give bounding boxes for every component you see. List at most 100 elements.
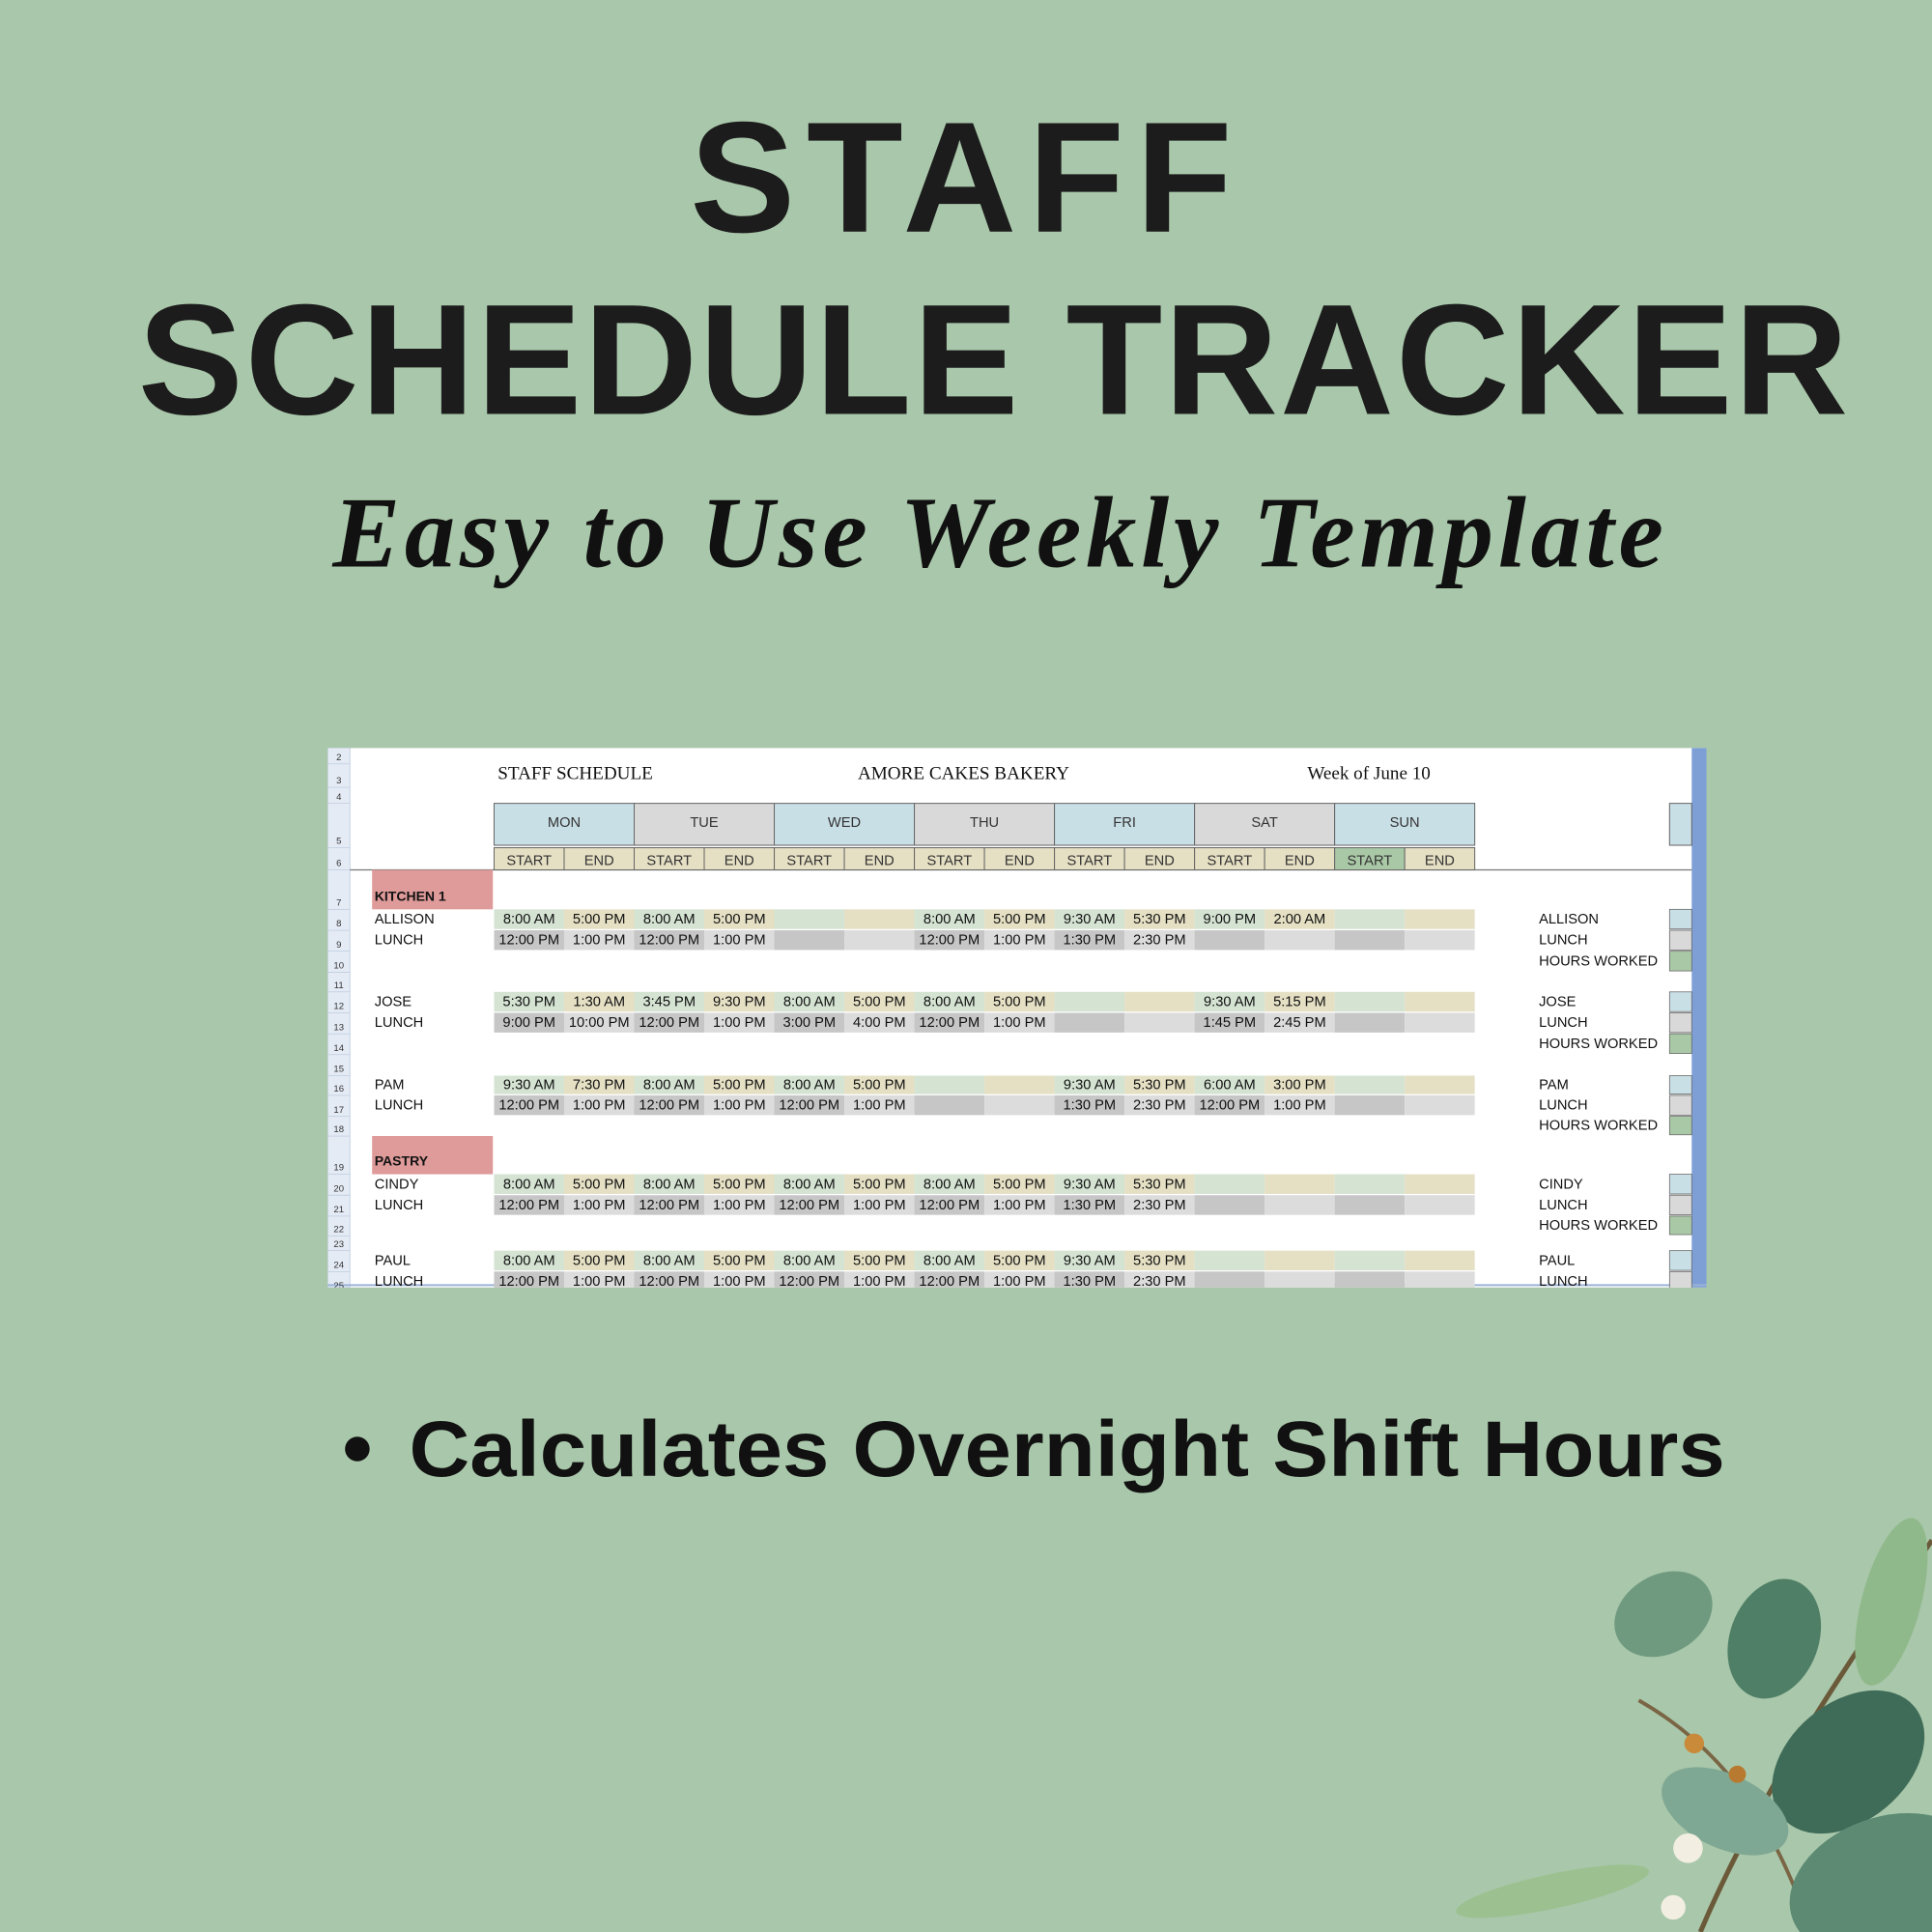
end-cell — [984, 1012, 1055, 1033]
bullet — [345, 1436, 370, 1462]
row-number: 6 — [336, 859, 341, 869]
end-cell — [704, 1174, 775, 1194]
end-cell — [563, 930, 635, 951]
end-time: 5:30 PM — [1133, 1177, 1186, 1192]
scrollbar — [1691, 748, 1707, 1288]
start-cell — [634, 1012, 705, 1033]
start-cell — [774, 1075, 845, 1094]
end-cell — [844, 1094, 915, 1116]
start-time: 12:00 PM — [639, 1274, 699, 1290]
end-cell — [1264, 1174, 1335, 1194]
start-cell — [1054, 1012, 1125, 1033]
start-label: START — [786, 853, 832, 868]
leaf — [1662, 1767, 1789, 1856]
end-time: 5:00 PM — [993, 995, 1046, 1010]
row-number: 5 — [336, 837, 341, 847]
summary-box — [1668, 1033, 1692, 1054]
leaf — [1456, 1864, 1650, 1918]
day-header — [493, 803, 636, 846]
summary-box — [1668, 1116, 1692, 1136]
row-number: 23 — [333, 1239, 344, 1250]
end-cell — [704, 1012, 775, 1033]
end-cell — [704, 1075, 775, 1094]
start-cell — [914, 1174, 985, 1194]
start-label: START — [1348, 853, 1393, 868]
end-cell — [984, 909, 1055, 929]
start-time: 9:30 AM — [1064, 1078, 1116, 1094]
subtitle: Easy to Use Weekly Template — [331, 477, 1663, 589]
leaf — [1727, 1578, 1822, 1699]
start-cell — [494, 1195, 564, 1215]
end-time: 3:00 PM — [1273, 1078, 1326, 1094]
start-cell — [494, 1250, 564, 1271]
summary-box — [1668, 1012, 1692, 1034]
start-cell — [494, 1094, 564, 1116]
start-cell — [1054, 1075, 1125, 1094]
leaf — [1789, 1812, 1932, 1932]
end-cell — [1405, 930, 1475, 951]
start-time: 12:00 PM — [498, 1274, 559, 1290]
end-time: 5:00 PM — [713, 1177, 766, 1192]
start-time: 12:00 PM — [498, 933, 559, 949]
start-time: 12:00 PM — [639, 1015, 699, 1031]
summary-hours: HOURS WORKED — [1539, 1037, 1658, 1052]
start-time: 8:00 AM — [503, 1177, 555, 1192]
start-cell — [1054, 991, 1125, 1012]
end-cell — [984, 1075, 1055, 1094]
row-number: 20 — [333, 1183, 344, 1194]
summary-name: ALLISON — [1539, 912, 1599, 927]
end-cell — [844, 1075, 915, 1094]
start-cell — [1194, 930, 1265, 951]
end-cell — [1264, 1271, 1335, 1288]
row-number: 7 — [336, 897, 341, 908]
start-cell — [774, 1094, 845, 1116]
end-cell — [704, 930, 775, 951]
start-time: 8:00 AM — [503, 1253, 555, 1268]
section-header — [372, 1136, 494, 1175]
end-cell — [563, 1195, 635, 1215]
end-cell — [984, 1094, 1055, 1116]
end-cell — [704, 1250, 775, 1271]
start-cell — [1334, 1012, 1406, 1033]
day-header — [774, 803, 916, 846]
start-cell — [1194, 1094, 1265, 1116]
start-cell — [774, 1195, 845, 1215]
day-label: MON — [548, 815, 581, 831]
start-time: 8:00 AM — [923, 1177, 976, 1192]
start-cell — [1334, 1075, 1406, 1094]
start-cell — [1054, 930, 1125, 951]
end-cell — [844, 909, 915, 929]
row-number: 21 — [333, 1205, 344, 1215]
end-header — [1404, 847, 1476, 871]
end-cell — [704, 909, 775, 929]
summary-lunch: LUNCH — [1539, 933, 1588, 949]
row-number: 4 — [336, 792, 342, 803]
end-label: END — [1005, 853, 1035, 868]
end-cell — [984, 1271, 1055, 1288]
leaf — [1855, 1518, 1928, 1686]
end-time: 5:00 PM — [993, 912, 1046, 927]
end-time: 2:00 AM — [1273, 912, 1325, 927]
start-cell — [1054, 1195, 1125, 1215]
end-time: 1:00 PM — [573, 1274, 626, 1290]
end-label: END — [1425, 853, 1455, 868]
day-header — [1054, 803, 1196, 846]
flower — [1673, 1833, 1703, 1863]
start-time: 12:00 PM — [779, 1274, 839, 1290]
row-number: 13 — [333, 1022, 344, 1033]
end-cell — [1264, 1094, 1335, 1116]
start-cell — [774, 930, 845, 951]
start-cell — [1054, 1271, 1125, 1288]
end-time: 1:00 PM — [993, 933, 1046, 949]
end-cell — [1405, 1094, 1475, 1116]
lunch-label: LUNCH — [375, 933, 424, 949]
end-cell — [1264, 909, 1335, 929]
end-cell — [1124, 909, 1195, 929]
start-time: 1:30 PM — [1064, 933, 1117, 949]
start-time: 12:00 PM — [779, 1198, 839, 1213]
start-time: 9:00 PM — [1204, 912, 1257, 927]
end-cell — [563, 1250, 635, 1271]
end-cell — [704, 1271, 775, 1288]
bud — [1728, 1765, 1747, 1783]
start-time: 8:00 AM — [783, 1253, 836, 1268]
